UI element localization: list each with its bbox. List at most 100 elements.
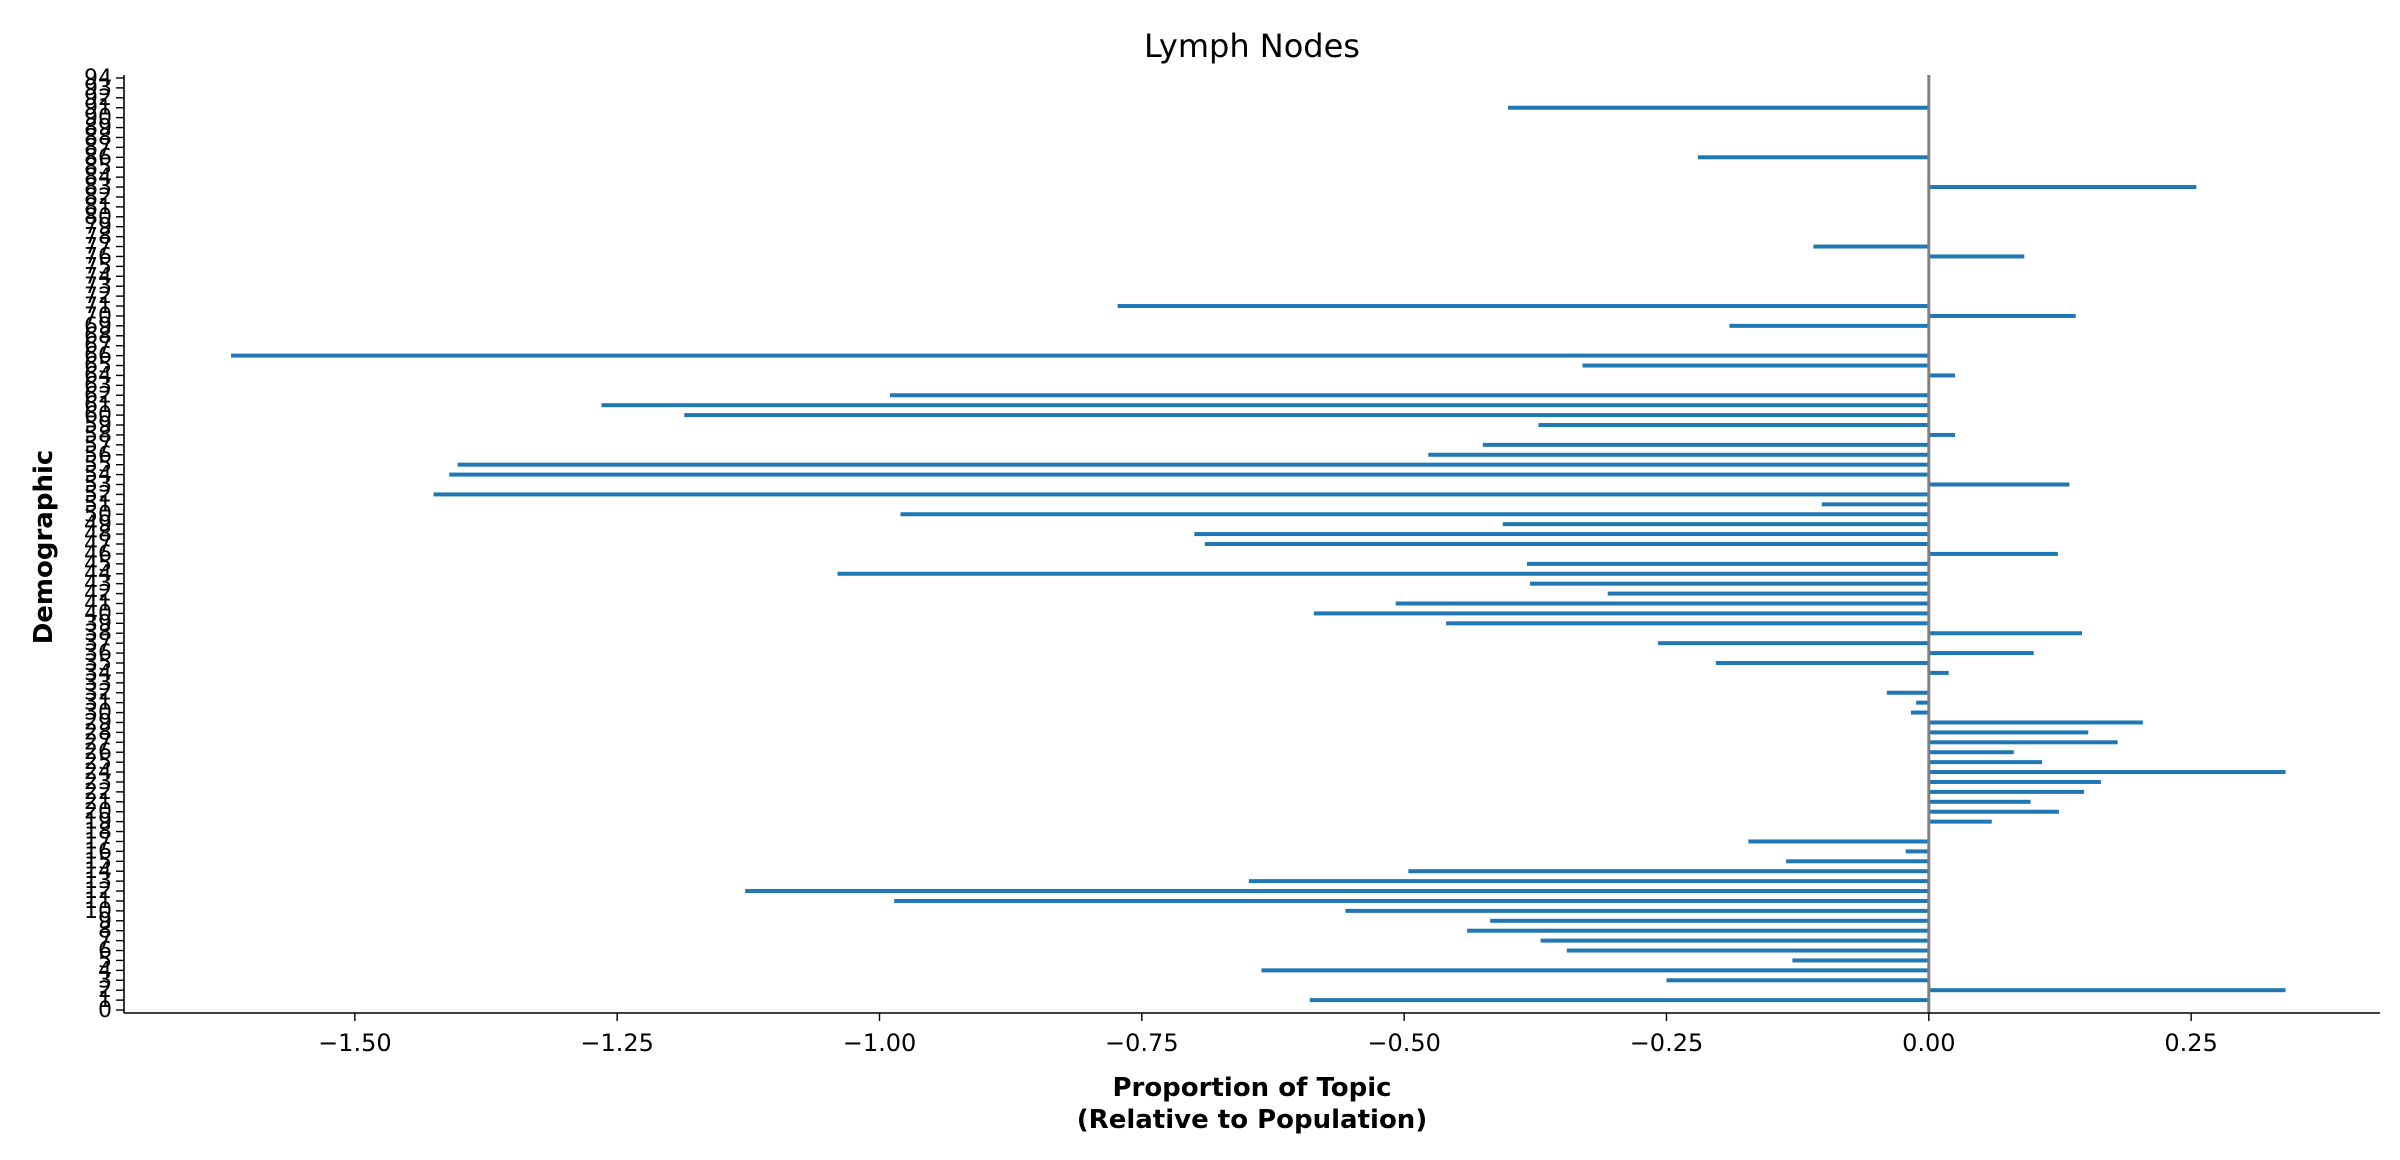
y-tick-label-39: 39 [84, 611, 112, 636]
bar-44 [837, 571, 1929, 576]
y-tick-label-76: 76 [84, 244, 112, 269]
y-tick-label-78: 78 [84, 225, 112, 250]
y-tick-label-17: 17 [84, 829, 112, 854]
y-tick-label-12: 12 [84, 879, 112, 904]
y-tick-label-40: 40 [84, 601, 112, 626]
bar-46 [1928, 551, 2058, 556]
y-tick-label-90: 90 [84, 106, 112, 131]
y-tick-label-80: 80 [84, 205, 112, 230]
bar-12 [745, 889, 1929, 894]
y-tick-label-19: 19 [84, 810, 112, 835]
bar-31 [1916, 700, 1929, 705]
x-tick-label-5: −0.25 [1630, 1029, 1704, 1057]
bar-37 [1658, 641, 1929, 646]
x-tick-label-2: −1.00 [843, 1029, 917, 1057]
y-tick-label-36: 36 [84, 641, 112, 666]
bar-3 [1666, 978, 1929, 983]
y-tick-label-6: 6 [98, 939, 112, 964]
y-tick-label-25: 25 [84, 750, 112, 775]
bar-5 [1792, 958, 1929, 963]
bar-56 [1428, 452, 1929, 457]
x-tick-label-7: 0.25 [2164, 1029, 2217, 1057]
y-tick-label-3: 3 [98, 968, 112, 993]
x-axis-label-line-1: Proportion of Topic [1112, 1073, 1391, 1103]
y-tick-label-2: 2 [98, 978, 112, 1003]
y-tick-label-57: 57 [84, 433, 112, 458]
bar-29 [1928, 720, 2143, 725]
y-tick-label-89: 89 [84, 116, 112, 141]
bar-55 [457, 462, 1929, 467]
y-tick-label-81: 81 [84, 195, 112, 220]
bar-52 [433, 492, 1929, 497]
y-tick-label-46: 46 [84, 542, 112, 567]
bar-7 [1540, 938, 1929, 943]
y-tick-label-33: 33 [84, 671, 112, 696]
bar-1 [1309, 998, 1929, 1003]
y-tick-label-41: 41 [84, 591, 112, 616]
y-tick-label-75: 75 [84, 254, 112, 279]
y-tick-label-0: 0 [98, 998, 112, 1023]
y-tick-label-56: 56 [84, 443, 112, 468]
x-tick-label-4: −0.50 [1367, 1029, 1441, 1057]
y-tick-label-21: 21 [84, 790, 112, 815]
y-tick-label-74: 74 [84, 264, 112, 289]
y-tick-label-4: 4 [98, 958, 112, 983]
y-tick-label-62: 62 [84, 383, 112, 408]
bar-69 [1729, 323, 1929, 328]
y-tick-label-77: 77 [84, 235, 112, 260]
y-tick-label-91: 91 [84, 96, 112, 121]
bar-6 [1566, 948, 1929, 953]
bar-91 [1508, 105, 1929, 110]
y-tick-label-9: 9 [98, 909, 112, 934]
x-tick-label-1: −1.25 [580, 1029, 654, 1057]
bar-11 [894, 898, 1929, 903]
bar-9 [1490, 918, 1929, 923]
y-tick-label-68: 68 [84, 324, 112, 349]
y-tick-label-16: 16 [84, 839, 112, 864]
bars-group [231, 75, 2286, 1013]
bar-20 [1928, 809, 2059, 814]
bar-40 [1313, 611, 1929, 616]
y-tick-label-14: 14 [84, 859, 112, 884]
bar-26 [1928, 750, 2014, 755]
y-tick-label-48: 48 [84, 522, 112, 547]
bar-47 [1204, 542, 1929, 546]
y-tick-label-79: 79 [84, 215, 112, 240]
y-tick-label-30: 30 [84, 701, 112, 726]
y-tick-label-32: 32 [84, 681, 112, 706]
y-tick-label-50: 50 [84, 502, 112, 527]
y-tick-label-11: 11 [84, 889, 112, 914]
y-tick-label-38: 38 [84, 621, 112, 646]
y-tick-label-82: 82 [84, 185, 112, 210]
y-axis-label: Demographic [29, 450, 59, 645]
bar-70 [1928, 313, 2076, 318]
x-axis: −1.50 −1.25 −1.00 −0.75 −0.50 −0.25 0.00 0.25 [124, 1012, 2380, 1057]
bar-66 [231, 353, 1929, 358]
y-tick-label-43: 43 [84, 572, 112, 597]
y-tick-label-24: 24 [84, 760, 112, 785]
y-tick-label-26: 26 [84, 740, 112, 765]
bar-62 [889, 393, 1929, 398]
y-tick-label-13: 13 [84, 869, 112, 894]
bar-43 [1530, 581, 1929, 586]
bar-23 [1928, 779, 2101, 784]
y-tick-label-31: 31 [84, 691, 112, 716]
y-tick-label-61: 61 [84, 393, 112, 418]
y-tick-label-44: 44 [84, 562, 112, 587]
bar-34 [1928, 670, 1949, 675]
bar-58 [1928, 432, 1956, 437]
y-tick-label-59: 59 [84, 413, 112, 438]
y-tick-label-87: 87 [84, 135, 112, 160]
y-tick-label-18: 18 [84, 820, 112, 845]
y-tick-label-37: 37 [84, 631, 112, 656]
x-tick-label-6: 0.00 [1902, 1029, 1955, 1057]
bar-45 [1526, 561, 1929, 566]
y-tick-label-45: 45 [84, 552, 112, 577]
bar-19 [1928, 819, 1992, 824]
bar-35 [1715, 660, 1929, 665]
bar-14 [1408, 869, 1929, 874]
bar-2 [1928, 988, 2286, 993]
y-tick-label-23: 23 [84, 770, 112, 795]
y-tick-label-63: 63 [84, 373, 112, 398]
